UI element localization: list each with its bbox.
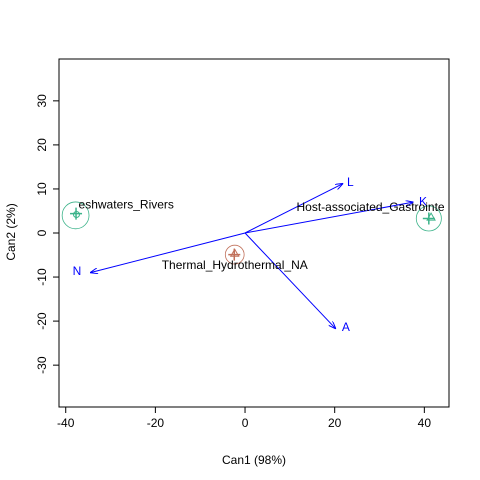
- x-tick-label: 0: [242, 416, 249, 430]
- group-ellipse: [224, 244, 245, 265]
- env-vector-label: N: [73, 264, 82, 278]
- group-centroid: [228, 248, 241, 261]
- y-tick-label: -10: [35, 268, 49, 286]
- group-label: Thermal_Hydrothermal_NA: [162, 258, 308, 272]
- x-tick-label: -40: [57, 416, 75, 430]
- y-tick-label: -30: [35, 356, 49, 374]
- env-vector-arrow: [244, 184, 343, 234]
- env-vector-label: K: [419, 194, 427, 208]
- group-centroid: [422, 212, 435, 225]
- plot-layer: -40 -20 0 20 40 -30 -20 -10 0 10 20 30 L K N Aeshwaters…: [35, 58, 450, 430]
- group-label: Host-associated_Gastrointe: [297, 200, 445, 214]
- y-axis-label: Can2 (2%): [4, 203, 18, 260]
- x-tick-label: 20: [328, 416, 342, 430]
- env-vector-arrow: [90, 232, 246, 273]
- group-ellipse: [415, 205, 442, 232]
- x-tick-label: -20: [147, 416, 165, 430]
- x-tick-label: 40: [418, 416, 432, 430]
- x-axis-label: Can1 (98%): [222, 453, 286, 467]
- y-tick-label: 10: [35, 182, 49, 196]
- env-vector-label: L: [347, 175, 354, 189]
- y-tick-label: 20: [35, 138, 49, 152]
- group-centroid: [70, 207, 83, 220]
- group-label: eshwaters_Rivers: [79, 197, 174, 211]
- group-ellipse: [61, 201, 90, 230]
- y-tick-label: 0: [35, 229, 49, 236]
- env-vector-arrow: [244, 232, 336, 329]
- env-vector-label: A: [342, 320, 350, 334]
- y-tick-label: -20: [35, 312, 49, 330]
- y-tick-label: 30: [35, 94, 49, 108]
- env-vector-arrow: [244, 202, 413, 234]
